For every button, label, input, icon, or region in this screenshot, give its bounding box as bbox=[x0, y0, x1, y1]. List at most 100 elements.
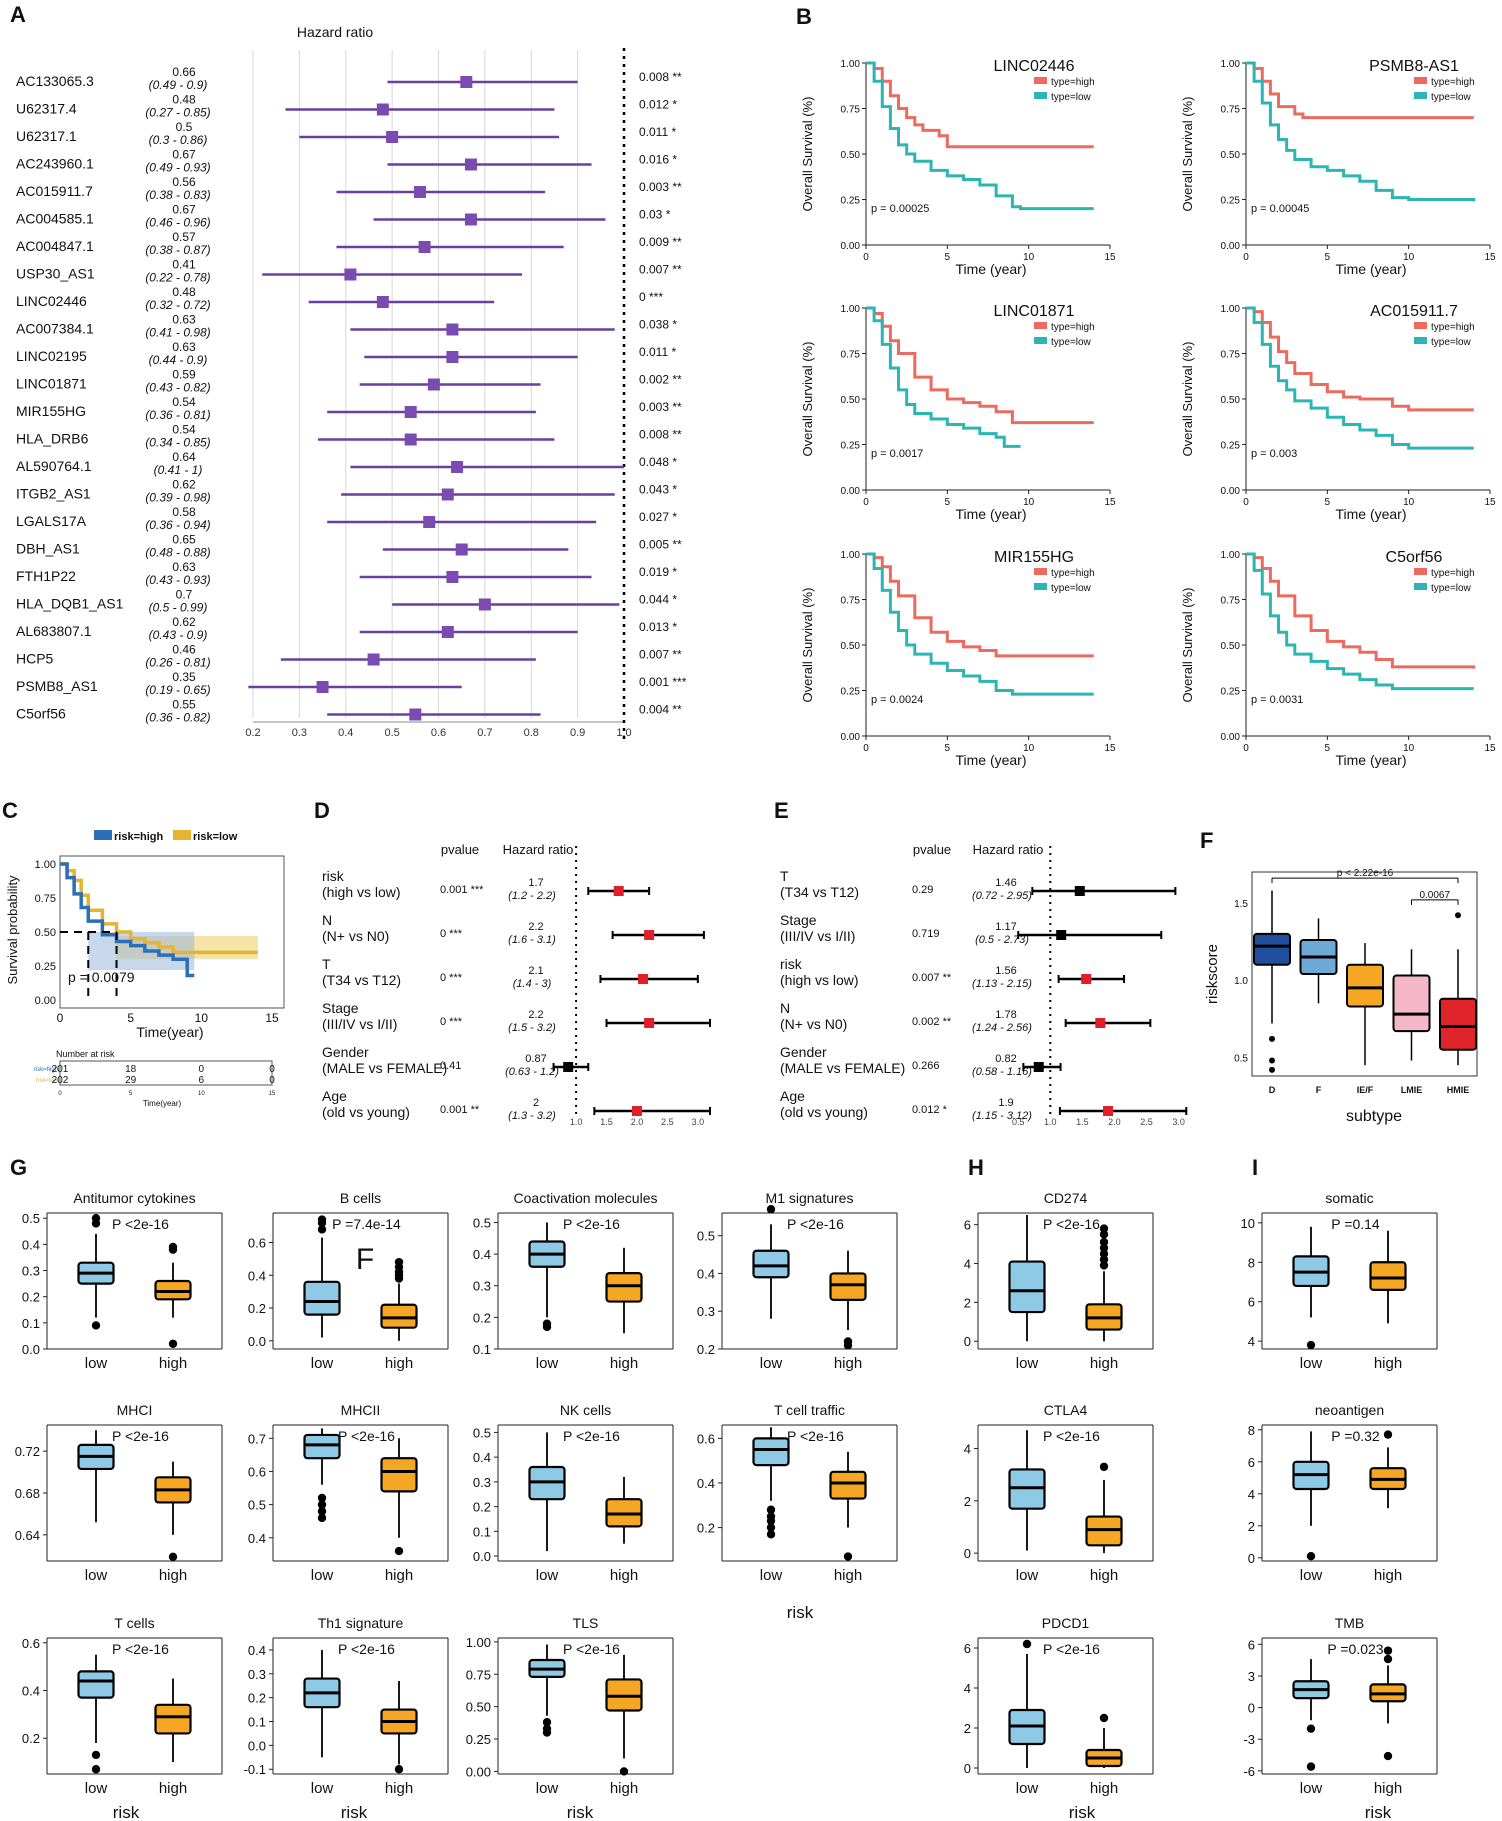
forest-a-p-text: 0.004 ** bbox=[639, 703, 682, 717]
forest-E-hr-text: 1.9 bbox=[998, 1097, 1013, 1109]
box-f-outlier bbox=[1269, 1066, 1275, 1073]
km-plot-c5orf56: 0.00 0.25 0.50 0.75 1.00 0 5 10 15 Time (year) Ove… bbox=[1180, 549, 1496, 768]
box-g-x-label: risk bbox=[113, 1803, 140, 1821]
km-b-legend-swatch bbox=[1414, 568, 1427, 575]
box-title: TMB bbox=[1335, 1615, 1365, 1631]
box-body bbox=[1369, 1261, 1407, 1291]
forest-D-hr-text: 1.7 bbox=[528, 877, 543, 889]
forest-D-tick-label: 3.0 bbox=[692, 1117, 705, 1127]
km-b-y-label: Overall Survival (%) bbox=[800, 342, 815, 457]
box-y-tick-label: 2 bbox=[964, 1721, 971, 1736]
km-c-y-tick-label: 0.00 bbox=[35, 995, 56, 1007]
forest-a-ci-text: (0.48 - 0.88) bbox=[145, 546, 210, 560]
box-y-tick-label: 0.2 bbox=[473, 1500, 491, 1515]
box-x-tick-label: high bbox=[610, 1567, 638, 1584]
box-y-tick-label: 4 bbox=[964, 1681, 971, 1696]
forest-a-p-text: 0.008 ** bbox=[639, 428, 682, 442]
forest-a-row-label: AC015911.7 bbox=[16, 183, 93, 199]
box-f-box bbox=[1253, 932, 1291, 966]
box-y-tick-label: 0.50 bbox=[466, 1700, 491, 1715]
box-y-tick-label: 0.2 bbox=[22, 1290, 40, 1305]
forest-D-ci-text: (1.5 - 3.2) bbox=[508, 1022, 556, 1034]
boxplot-mhci: 0.64 0.68 0.72 MHCI P <2e-16 low high bbox=[15, 1402, 223, 1584]
box-g-stray-label: F bbox=[356, 1243, 374, 1276]
forest-D-hr-text: 2 bbox=[533, 1097, 539, 1109]
boxplot-b-cells: 0.0 0.2 0.4 0.6 B cells P =7.4e-14 low high bbox=[248, 1190, 449, 1372]
km-b-curve-high bbox=[866, 552, 1094, 658]
forest-D-p-text: 0.001 ** bbox=[440, 1104, 480, 1116]
km-b-x-tick-label: 10 bbox=[1023, 743, 1035, 754]
forest-a-hr-text: 0.63 bbox=[172, 340, 196, 354]
km-c-x-tick-label: 5 bbox=[127, 1011, 134, 1025]
box-y-tick-label: 0.6 bbox=[248, 1235, 266, 1250]
km-b-p-value: p = 0.0024 bbox=[871, 694, 923, 706]
boxplot-somatic: 4 6 8 10 somatic P =0.14 low high bbox=[1241, 1190, 1438, 1372]
forest-D-pvalue-header: pvalue bbox=[441, 842, 479, 857]
forest-D-row-label: N bbox=[322, 912, 332, 928]
km-b-curve-low bbox=[866, 552, 1094, 696]
box-body bbox=[605, 1271, 643, 1303]
box-p-value: P <2e-16 bbox=[563, 1216, 620, 1232]
km-c-x-label: Time(year) bbox=[136, 1024, 203, 1040]
km-b-curve-high bbox=[1246, 552, 1476, 669]
box-title: somatic bbox=[1325, 1190, 1373, 1206]
box-outlier bbox=[1099, 1255, 1109, 1264]
box-outlier bbox=[1022, 1639, 1032, 1649]
km-b-x-tick-label: 10 bbox=[1403, 743, 1415, 754]
forest-D-tick-label: 2.5 bbox=[661, 1117, 674, 1127]
forest-a-row-label: AC243960.1 bbox=[16, 156, 94, 172]
km-b-y-tick-label: 0.75 bbox=[841, 596, 861, 607]
box-outlier bbox=[1099, 1261, 1109, 1270]
km-b-legend-swatch bbox=[1034, 337, 1047, 344]
forest-a-hr-marker bbox=[446, 351, 459, 363]
box-y-tick-label: 0.4 bbox=[248, 1531, 266, 1546]
forest-a-ci-text: (0.44 - 0.9) bbox=[149, 353, 208, 367]
box-body bbox=[380, 1457, 418, 1493]
forest-a-hr-marker bbox=[441, 488, 454, 501]
box-y-tick-label: 0.4 bbox=[248, 1643, 266, 1658]
box-x-tick-label: low bbox=[536, 1567, 559, 1584]
box-title: CTLA4 bbox=[1044, 1402, 1088, 1418]
forest-a-p-text: 0.038 * bbox=[639, 318, 677, 332]
forest-E-tick-label: 3.0 bbox=[1172, 1117, 1185, 1127]
km-plot-linc02446: 0.00 0.25 0.50 0.75 1.00 0 5 10 15 Time (year) Ove… bbox=[800, 58, 1116, 277]
forest-a-p-text: 0.03 * bbox=[639, 208, 671, 222]
box-outlier bbox=[766, 1205, 776, 1214]
km-b-legend-label: type=high bbox=[1431, 77, 1475, 88]
forest-D-ci-text: (1.2 - 2.2) bbox=[508, 890, 556, 902]
box-i-x-label: risk bbox=[1365, 1803, 1392, 1821]
box-y-tick-label: 0.2 bbox=[697, 1342, 715, 1357]
forest-a-row-label: LGALS17A bbox=[16, 513, 87, 529]
box-y-tick-label: 4 bbox=[964, 1257, 971, 1272]
forest-a-hr-marker bbox=[386, 131, 399, 143]
km-b-x-tick-label: 5 bbox=[1325, 252, 1331, 263]
km-b-title: LINC01871 bbox=[994, 303, 1075, 320]
km-b-y-tick-label: 0.00 bbox=[841, 241, 861, 252]
box-y-tick-label: 8 bbox=[1248, 1255, 1255, 1270]
forest-a-hr-marker bbox=[451, 461, 464, 473]
box-x-tick-label: high bbox=[834, 1567, 862, 1584]
km-plot-ac015911.7: 0.00 0.25 0.50 0.75 1.00 0 5 10 15 Time (year) Ove… bbox=[1180, 303, 1496, 522]
box-x-tick-label: low bbox=[311, 1567, 334, 1584]
forest-a-ci-text: (0.43 - 0.82) bbox=[145, 381, 210, 395]
km-b-x-tick-label: 0 bbox=[1243, 252, 1249, 263]
km-b-x-tick-label: 10 bbox=[1403, 252, 1415, 263]
forest-a-tick-label: 0.7 bbox=[477, 727, 492, 739]
box-outlier bbox=[1099, 1237, 1109, 1247]
box-outlier bbox=[317, 1500, 327, 1509]
boxplot-coactivation-molecules: 0.1 0.2 0.3 0.4 0.5 Coactivation molecules P <… bbox=[473, 1190, 674, 1372]
box-outlier bbox=[1306, 1340, 1316, 1350]
forest-E-tick-label: 1.5 bbox=[1076, 1117, 1089, 1127]
box-y-tick-label: 0.4 bbox=[22, 1237, 40, 1252]
forest-a-hr-text: 0.57 bbox=[172, 230, 196, 244]
box-outlier bbox=[394, 1546, 404, 1556]
box-y-tick-label: 0.5 bbox=[248, 1498, 266, 1513]
km-b-y-tick-label: 0.75 bbox=[841, 105, 861, 116]
box-y-tick-label: 0.4 bbox=[697, 1266, 715, 1281]
box-body bbox=[752, 1437, 790, 1467]
box-outlier bbox=[843, 1337, 853, 1346]
forest-a-hr-text: 0.35 bbox=[172, 670, 196, 684]
box-p-value: P =0.32 bbox=[1331, 1428, 1380, 1444]
box-f-box bbox=[1346, 963, 1384, 1008]
forest-a-ci-text: (0.38 - 0.83) bbox=[145, 188, 210, 202]
